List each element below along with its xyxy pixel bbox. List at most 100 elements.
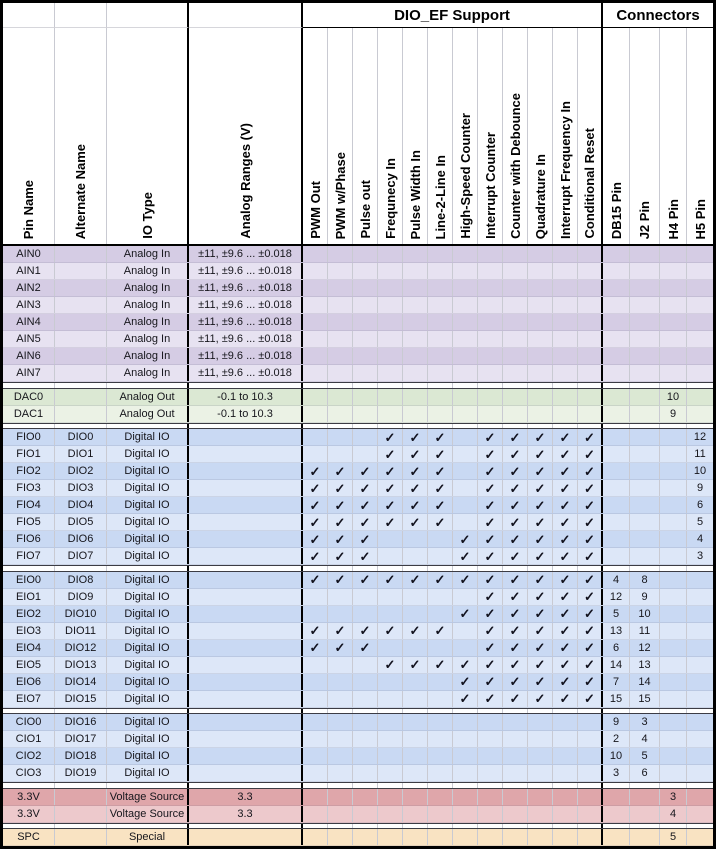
table-row: EIO3 DIO11 Digital IO ✓ ✓ ✓ ✓ ✓ ✓ ✓ ✓ ✓ ✓ ✓ 13 11 bbox=[3, 622, 713, 640]
spacer-cell bbox=[630, 383, 660, 388]
analog-range-cell: -0.1 to 10.3 bbox=[189, 388, 303, 405]
table-row: AIN1 Analog In ±11, ±9.6 ... ±0.018 bbox=[3, 263, 713, 280]
table-row: AIN2 Analog In ±11, ±9.6 ... ±0.018 bbox=[3, 280, 713, 297]
j2-pin-cell: 8 bbox=[630, 571, 660, 588]
h5-pin-cell bbox=[687, 640, 713, 656]
check-pulse-out: ✓ bbox=[353, 497, 378, 513]
h5-pin-cell bbox=[687, 263, 713, 279]
h5-pin-cell: 3 bbox=[696, 550, 704, 562]
j2-pin-cell bbox=[630, 497, 660, 513]
cell-frequency-in bbox=[378, 673, 403, 690]
cell-interrupt-counter bbox=[478, 805, 503, 822]
io-type-cell: Analog Out bbox=[107, 388, 189, 405]
db15-pin-cell bbox=[603, 405, 630, 422]
check-pwm-w-phase: ✓ bbox=[328, 571, 353, 588]
cell-pwm-w-phase bbox=[328, 429, 353, 445]
check-pulse-width-in: ✓ bbox=[403, 429, 428, 445]
analog-range-cell bbox=[189, 429, 303, 445]
spacer-cell bbox=[378, 708, 403, 713]
cell-pulse-out bbox=[353, 429, 378, 445]
cell-frequency-in bbox=[378, 263, 403, 279]
cell-pwm-out bbox=[303, 588, 328, 605]
alternate-name-cell: DIO10 bbox=[55, 605, 107, 622]
cell-high-speed-counter bbox=[453, 639, 478, 656]
check-counter-with-debounce: ✓ bbox=[503, 480, 528, 496]
h4-pin-cell bbox=[660, 731, 687, 747]
cell-interrupt-frequency-in bbox=[553, 748, 578, 764]
cell-line-2-line-in bbox=[428, 531, 453, 547]
column-header-label: Analog Ranges (V) bbox=[237, 123, 253, 239]
alternate-name-cell: DIO3 bbox=[55, 480, 107, 496]
spacer-cell bbox=[478, 423, 503, 428]
check-pwm-w-phase: ✓ bbox=[328, 531, 353, 547]
check-counter-with-debounce: ✓ bbox=[503, 531, 528, 547]
check-counter-with-debounce: ✓ bbox=[503, 588, 528, 605]
check-counter-with-debounce: ✓ bbox=[503, 446, 528, 462]
cell-conditional-reset bbox=[578, 365, 603, 381]
cell-counter-with-debounce bbox=[503, 748, 528, 764]
check-conditional-reset: ✓ bbox=[578, 480, 603, 496]
spacer-cell bbox=[428, 383, 453, 388]
check-interrupt-frequency-in: ✓ bbox=[553, 531, 578, 547]
h5-pin-cell bbox=[687, 297, 713, 313]
cell-pulse-width-in bbox=[403, 280, 428, 296]
spacer-cell bbox=[553, 708, 578, 713]
db15-pin-cell: 3 bbox=[603, 765, 630, 781]
j2-pin-cell bbox=[630, 331, 660, 347]
check-pulse-out: ✓ bbox=[353, 639, 378, 656]
spacer-cell bbox=[603, 823, 630, 828]
j2-pin-cell bbox=[630, 788, 660, 805]
db15-pin-cell: 12 bbox=[603, 588, 630, 605]
h5-pin-cell: 6 bbox=[696, 499, 704, 511]
cell-counter-with-debounce bbox=[503, 388, 528, 405]
cell-frequency-in bbox=[378, 690, 403, 707]
spacer-cell bbox=[630, 823, 660, 828]
alternate-name-cell: DIO9 bbox=[55, 588, 107, 605]
cell-line-2-line-in bbox=[428, 548, 453, 564]
cell-quadrature-in bbox=[528, 263, 553, 279]
check-pulse-out: ✓ bbox=[353, 531, 378, 547]
h5-pin-cell bbox=[687, 657, 713, 673]
alternate-name-cell bbox=[55, 314, 107, 330]
spacer-row bbox=[3, 565, 713, 572]
cell-high-speed-counter bbox=[453, 297, 478, 313]
j2-pin-cell bbox=[630, 548, 660, 564]
j2-pin-cell bbox=[630, 429, 660, 445]
table-row: AIN0 Analog In ±11, ±9.6 ... ±0.018 bbox=[3, 246, 713, 263]
check-quadrature-in: ✓ bbox=[528, 548, 553, 564]
check-counter-with-debounce: ✓ bbox=[503, 622, 528, 639]
cell-quadrature-in bbox=[528, 405, 553, 422]
h4-pin-cell: 5 bbox=[660, 829, 687, 845]
spacer-cell bbox=[453, 783, 478, 788]
spacer-cell bbox=[3, 783, 55, 788]
spacer-cell bbox=[603, 708, 630, 713]
cell-quadrature-in bbox=[528, 297, 553, 313]
column-header-pwm-w-phase: PWM w/Phase bbox=[328, 28, 353, 244]
h4-pin-cell bbox=[660, 714, 687, 730]
alternate-name-cell: DIO6 bbox=[55, 531, 107, 547]
io-type-cell: Analog In bbox=[107, 348, 189, 364]
cell-pwm-w-phase bbox=[328, 656, 353, 673]
spacer-row bbox=[3, 822, 713, 829]
alternate-name-cell bbox=[55, 829, 107, 845]
alternate-name-cell: DIO8 bbox=[55, 571, 107, 588]
column-group-header-row: DIO_EF Support Connectors bbox=[3, 3, 713, 28]
check-pwm-out: ✓ bbox=[303, 531, 328, 547]
h5-pin-cell bbox=[687, 731, 713, 747]
cell-conditional-reset bbox=[578, 246, 603, 262]
cell-line-2-line-in bbox=[428, 588, 453, 605]
cell-interrupt-frequency-in bbox=[553, 405, 578, 422]
cell-conditional-reset bbox=[578, 314, 603, 330]
cell-quadrature-in bbox=[528, 805, 553, 822]
h4-pin-cell bbox=[660, 297, 687, 313]
cell-pwm-out bbox=[303, 690, 328, 707]
h4-pin-cell bbox=[660, 548, 687, 564]
alternate-name-cell: DIO19 bbox=[55, 765, 107, 781]
check-quadrature-in: ✓ bbox=[528, 673, 553, 690]
alternate-name-cell: DIO5 bbox=[55, 514, 107, 530]
cell-pwm-out bbox=[303, 246, 328, 262]
cell-quadrature-in bbox=[528, 280, 553, 296]
pin-name-cell: FIO5 bbox=[3, 514, 55, 530]
spacer-cell bbox=[503, 423, 528, 428]
cell-pulse-width-in bbox=[403, 829, 428, 845]
